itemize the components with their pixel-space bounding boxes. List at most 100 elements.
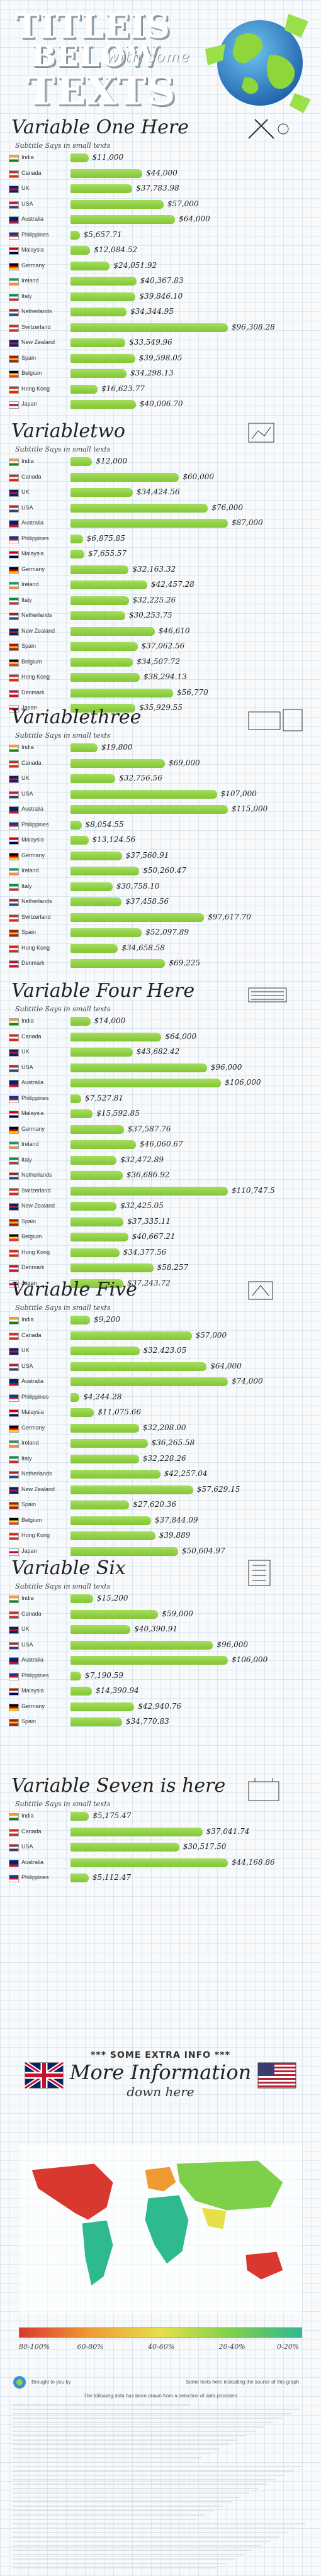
bar-row: India $5,175.47 [0,1811,321,1822]
data-bar [70,1063,207,1072]
value-label: $42,457.28 [151,580,194,589]
country-label: Germany [21,1125,45,1132]
country-flag-icon [9,1317,19,1324]
country-flag-icon [9,262,19,270]
data-bar [70,1640,213,1650]
fine-print-line [13,2545,261,2546]
data-bar [70,1392,80,1402]
country-flag-icon [9,170,19,178]
bar-row: Spain $39,598.05 [0,353,321,364]
fine-print-line [13,2514,205,2516]
data-bar [70,565,129,574]
bar-row: Denmark $69,225 [0,958,321,969]
bar-row: New Zealand $46,610 [0,626,321,637]
data-bar [70,1827,203,1836]
value-label: $15,200 [96,1594,128,1602]
country-flag-icon [9,216,19,224]
bar-row: UK $40,390.91 [0,1624,321,1635]
fine-print-line [13,2462,193,2463]
data-bar [70,1671,81,1680]
value-label: $32,756.56 [119,774,162,782]
extra-info-label: *** SOME EXTRA INFO *** [91,2050,230,2060]
value-label: $37,587.76 [127,1124,171,1133]
country-label: Japan [21,1547,37,1554]
data-bar [70,1109,93,1118]
country-label: Germany [21,1424,45,1431]
value-label: $30,758.10 [116,881,160,891]
country-label: USA [21,1641,33,1648]
value-label: $36,265.58 [151,1438,195,1447]
bar-row: Netherlands $34,344.95 [0,307,321,318]
country-flag-icon [9,231,19,240]
country-label: Japan [21,704,37,711]
data-bar [70,1874,89,1882]
value-label: $27,620.36 [133,1500,177,1509]
bar-row: Malaysia $14,390.94 [0,1686,321,1697]
country-flag-icon [9,1095,19,1103]
country-flag-icon [9,613,19,620]
bar-row: India $15,200 [0,1594,321,1604]
value-label: $50,260.47 [143,866,186,875]
country-flag-icon [9,1657,19,1665]
bar-row: Australia $64,000 [0,214,321,225]
country-flag-icon [9,1126,19,1134]
value-label: $57,000 [195,1330,227,1340]
value-label: $5,112.47 [92,1873,131,1882]
country-label: USA [21,200,33,207]
country-label: Netherlands [21,898,52,904]
data-bar [70,1248,120,1257]
bar-row: USA $64,000 [0,1362,321,1372]
bar-row: Australia $44,168.86 [0,1858,321,1868]
value-label: $12,084.52 [94,245,138,254]
country-flag-icon [9,1486,19,1494]
country-flag-icon [9,1641,19,1650]
country-flag-icon [9,945,19,953]
bar-row: Belgium $37,844.09 [0,1516,321,1526]
country-flag-icon [9,1033,19,1041]
data-bar [70,913,205,922]
bar-row: UK $43,682.42 [0,1047,321,1058]
data-bar [70,897,122,906]
value-label: $37,783.98 [136,184,179,192]
country-flag-icon [9,705,19,713]
country-flag-icon [9,960,19,968]
value-label: $42,257.04 [164,1469,208,1478]
country-label: Ireland [21,581,39,587]
value-label: $60,000 [183,472,215,481]
country-flag-icon [9,1502,19,1509]
data-bar [70,153,89,162]
bar-row: USA $107,000 [0,789,321,800]
country-label: India [21,154,34,160]
value-label: $52,097.89 [145,928,189,936]
bar-row: Netherlands $30,253.75 [0,611,321,621]
country-label: UK [21,489,30,495]
country-label: Ireland [21,277,39,284]
country-flag-icon [9,760,19,768]
country-flag-icon [9,386,19,394]
fine-print-line [13,2404,190,2406]
country-label: Denmark [21,1264,45,1270]
fine-print-line [13,2475,285,2476]
value-label: $38,294.13 [144,672,187,681]
fine-print-line [13,2470,294,2472]
country-label: Hong Kong [21,1532,50,1538]
data-bar [70,184,133,193]
country-label: Philippines [21,1672,49,1679]
country-flag-icon [9,1218,19,1226]
country-flag-icon [9,1141,19,1149]
bar-row: Switzerland $96,308.28 [0,323,321,333]
data-bar [70,1843,179,1852]
value-label: $34,658.58 [121,943,166,952]
data-bar [70,323,228,332]
country-label: New Zealand [21,627,55,634]
country-label: India [21,1595,34,1601]
bar-row: Ireland $50,260.47 [0,866,321,877]
fine-print-line [13,2523,306,2524]
country-flag-icon [9,1157,19,1165]
country-flag-icon [9,791,19,799]
country-label: Philippines [21,1874,49,1880]
country-flag-icon [9,1672,19,1680]
country-flag-icon [9,201,19,209]
bar-row: Germany $32,208.00 [0,1423,321,1434]
bar-row: Netherlands $37,458.56 [0,897,321,908]
